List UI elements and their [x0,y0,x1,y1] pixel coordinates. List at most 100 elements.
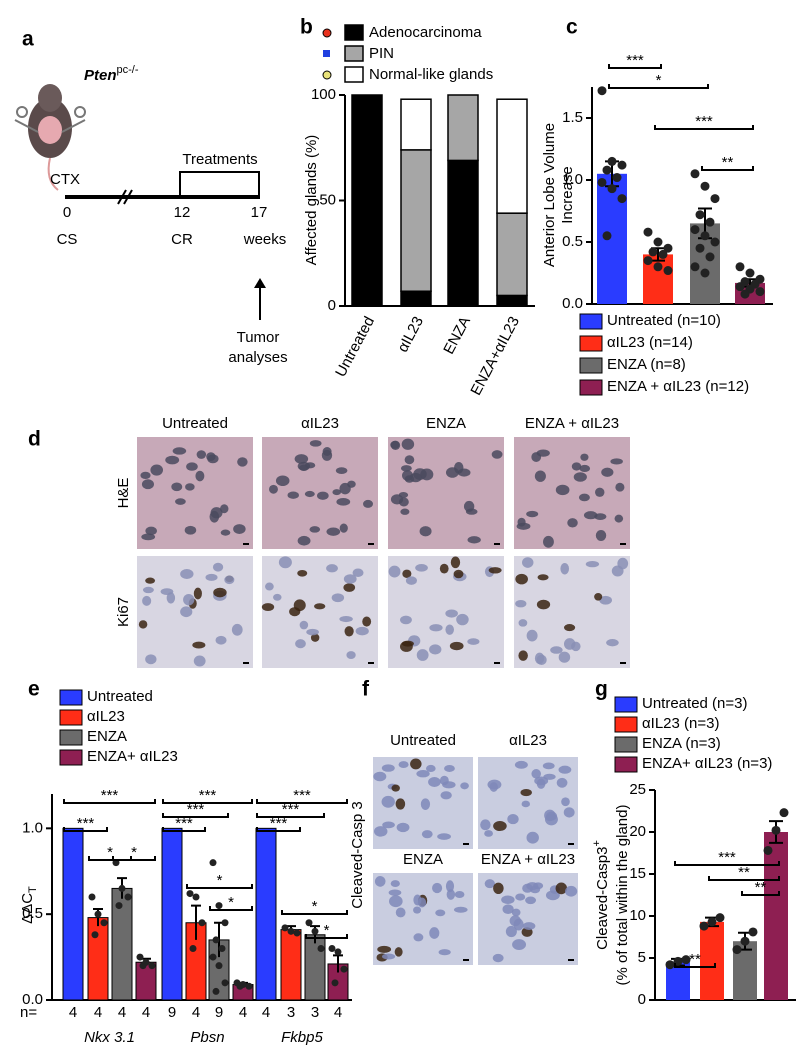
nucleus [310,633,320,642]
nucleus [237,457,248,467]
significance-bracket [608,84,709,89]
panel-label: b [300,16,313,39]
nucleus [416,769,430,778]
micrograph-header: ENZA [403,851,443,868]
y-axis-label-sup: + [591,840,603,846]
nucleus [571,641,581,652]
nucleus [205,573,218,581]
nucleus [419,526,432,537]
nucleus [429,644,442,655]
significance-bracket [305,934,348,939]
nucleus [193,655,206,667]
data-point [218,945,226,952]
data-point [690,169,700,179]
nucleus [513,918,524,931]
data-point [740,289,750,299]
micrograph [514,437,630,549]
n-label: 4 [118,1004,126,1021]
nucleus [404,455,415,465]
legend-swatch [579,335,603,352]
legend-swatch [59,689,83,706]
bar-segment [351,94,383,307]
significance-label: ** [755,879,767,896]
bar [62,827,84,1001]
nucleus [186,462,198,471]
panel-label: e [28,678,40,701]
y-axis-label-main: Cleaved-Casp3 [594,847,611,950]
nucleus [526,882,539,891]
legend-label: αIL23 (n=3) [642,715,719,732]
nucleus [460,782,469,790]
nucleus [536,778,546,789]
nucleus [314,603,326,610]
nucleus [413,894,422,906]
data-point [700,181,710,191]
significance-label: ** [689,951,701,968]
nucleus [465,508,478,515]
nucleus [355,626,369,636]
data-point [763,845,773,855]
nucleus [400,465,412,472]
nucleus [421,830,433,839]
nucleus [432,882,443,894]
nucleus [206,452,216,461]
axis-break [117,189,133,205]
data-point [281,924,289,932]
nucleus [332,489,342,496]
data-point [607,156,617,166]
nucleus [492,953,504,963]
y-tick-label: 50 [319,191,336,208]
data-point [331,979,339,987]
data-point [690,225,700,235]
nucleus [294,454,309,464]
y-axis-label: Cleaved-Casp3+ [591,840,611,950]
endpoint-label: analyses [228,349,287,366]
data-point [705,252,715,262]
nucleus [344,626,354,637]
significance-bracket [701,166,754,171]
panel-label: g [595,678,608,701]
data-point [311,927,319,935]
nucleus [374,826,388,837]
data-point [648,247,658,257]
nucleus [545,890,560,901]
n-label: 9 [215,1004,223,1021]
bar [700,921,724,1000]
data-point [663,243,673,253]
nucleus [573,472,587,482]
nucleus [428,776,441,787]
nucleus [309,440,322,447]
nucleus [180,606,193,618]
data-point [602,231,612,241]
significance-label: * [312,898,318,915]
genotype-name: Pten [84,67,117,84]
legend-label: Untreated (n=3) [642,695,747,712]
nucleus [512,939,527,950]
units-label: weeks [243,231,287,248]
significance-bracket [162,799,253,804]
column-header: ENZA [426,415,466,432]
significance-bracket [256,799,348,804]
nucleus [526,629,538,642]
nucleus [453,906,468,913]
nucleus [142,595,152,606]
data-point [186,890,194,898]
nucleus [172,447,187,455]
legend-label: ENZA+ αIL23 [87,748,178,765]
y-tick-label: 0.5 [562,233,583,250]
nucleus [331,593,345,603]
significance-bracket [63,827,108,832]
legend-marker [322,70,332,80]
nucleus [435,909,446,917]
nucleus [388,889,402,896]
data-point [653,262,663,272]
nucleus [415,563,428,572]
micrograph-header: αIL23 [509,732,547,749]
data-point [735,262,745,272]
n-label: 4 [239,1004,247,1021]
data-point [236,982,244,990]
significance-bracket [741,891,780,896]
nucleus [299,620,309,630]
y-axis-label: Anterior Lobe Volume [541,123,558,267]
nucleus [145,577,156,584]
